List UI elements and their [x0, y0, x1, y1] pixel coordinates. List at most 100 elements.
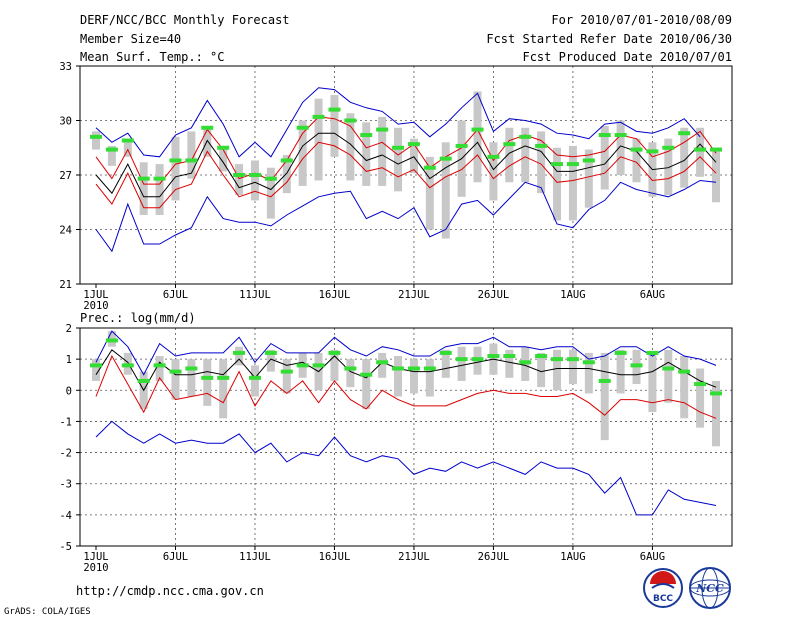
median-marker [535, 143, 548, 148]
x-tick-label: 1JUL [83, 551, 108, 563]
bcc-logo-mark [650, 571, 676, 584]
member-box [107, 145, 116, 166]
y-tick-label: 33 [59, 61, 72, 73]
bcc-logo: BCC [643, 568, 683, 608]
footer-url[interactable]: http://cmdp.ncc.cma.gov.cn [76, 584, 264, 598]
median-marker [137, 378, 150, 383]
series-line-mean [95, 349, 717, 392]
footer-grads: GrADS: COLA/IGES [4, 607, 91, 617]
member-box [282, 155, 291, 194]
median-marker [344, 118, 357, 123]
median-marker [90, 363, 102, 368]
median-marker [598, 133, 611, 138]
member-box [266, 349, 275, 372]
median-marker [392, 145, 405, 150]
member-box [92, 359, 100, 381]
median-marker [121, 363, 134, 368]
median-marker [376, 127, 389, 132]
bcc-logo-text: BCC [653, 594, 673, 604]
median-marker [566, 162, 579, 167]
median-marker [646, 149, 659, 154]
median-marker [153, 176, 166, 181]
median-marker [535, 354, 548, 359]
member-box [409, 359, 418, 394]
median-marker [407, 142, 420, 147]
member-box [616, 120, 625, 175]
x-tick-label: 1AUG [560, 289, 585, 301]
median-marker [614, 133, 627, 138]
member-box [314, 98, 323, 181]
member-box [632, 138, 641, 183]
precip-medians [90, 338, 722, 396]
member-box [235, 164, 244, 195]
series-line-max [95, 330, 717, 376]
median-marker [487, 354, 500, 359]
x-year-label: 2010 [83, 562, 108, 574]
header-variable: Mean Surf. Temp.: °C [80, 50, 225, 64]
x-tick-label: 1AUG [560, 551, 585, 563]
x-tick-label: 6JUL [163, 289, 188, 301]
median-marker [678, 131, 691, 136]
member-box [203, 127, 212, 157]
member-box [425, 156, 434, 230]
y-tick-label: 1 [66, 354, 72, 366]
series-line-min [95, 420, 717, 516]
median-marker [105, 338, 118, 343]
median-marker [614, 350, 627, 355]
member-box [584, 149, 593, 208]
median-marker [710, 147, 722, 152]
member-box [394, 356, 403, 397]
member-box [568, 349, 577, 385]
median-marker [471, 127, 484, 132]
member-box [394, 127, 403, 192]
median-marker [630, 363, 643, 368]
median-marker [344, 366, 357, 371]
member-box [362, 122, 371, 186]
member-box [282, 359, 291, 394]
x-tick-label: 16JUL [319, 289, 351, 301]
member-box [648, 352, 657, 413]
median-marker [566, 357, 579, 362]
median-marker [296, 125, 309, 130]
member-box [505, 127, 514, 183]
median-marker [598, 378, 611, 383]
member-box [600, 125, 609, 190]
member-box [712, 147, 720, 203]
member-box [616, 349, 625, 394]
member-box [330, 349, 339, 381]
member-box [473, 91, 482, 183]
median-marker [582, 158, 595, 163]
member-box [409, 138, 418, 174]
member-box [235, 346, 244, 366]
precip-plot-frame [79, 327, 733, 547]
member-box [187, 359, 196, 397]
temperature-medians [90, 107, 722, 181]
member-box [250, 160, 259, 201]
median-marker [121, 138, 134, 143]
median-marker [455, 357, 468, 362]
median-marker [360, 133, 373, 138]
median-marker [439, 350, 452, 355]
member-box [568, 145, 577, 221]
y-tick-label: -2 [59, 448, 72, 460]
member-box [457, 346, 466, 381]
median-marker [137, 176, 150, 181]
member-box [219, 147, 228, 172]
y-tick-label: 24 [59, 225, 72, 237]
member-box [171, 359, 180, 400]
median-marker [582, 360, 595, 365]
median-marker [423, 366, 436, 371]
member-box [521, 127, 530, 183]
y-tick-label: -3 [59, 479, 72, 491]
ncc-logo: NCC [689, 567, 731, 609]
median-marker [296, 363, 309, 368]
median-marker [519, 360, 532, 365]
header-period: For 2010/07/01-2010/08/09 [551, 13, 732, 27]
x-tick-label: 21JUL [398, 289, 430, 301]
median-marker [439, 156, 452, 161]
median-marker [503, 354, 516, 359]
header-produced: Fcst Produced Date 2010/07/01 [522, 50, 732, 64]
header-member-size: Member Size=40 [80, 32, 181, 46]
median-marker [662, 145, 675, 150]
median-marker [662, 366, 675, 371]
